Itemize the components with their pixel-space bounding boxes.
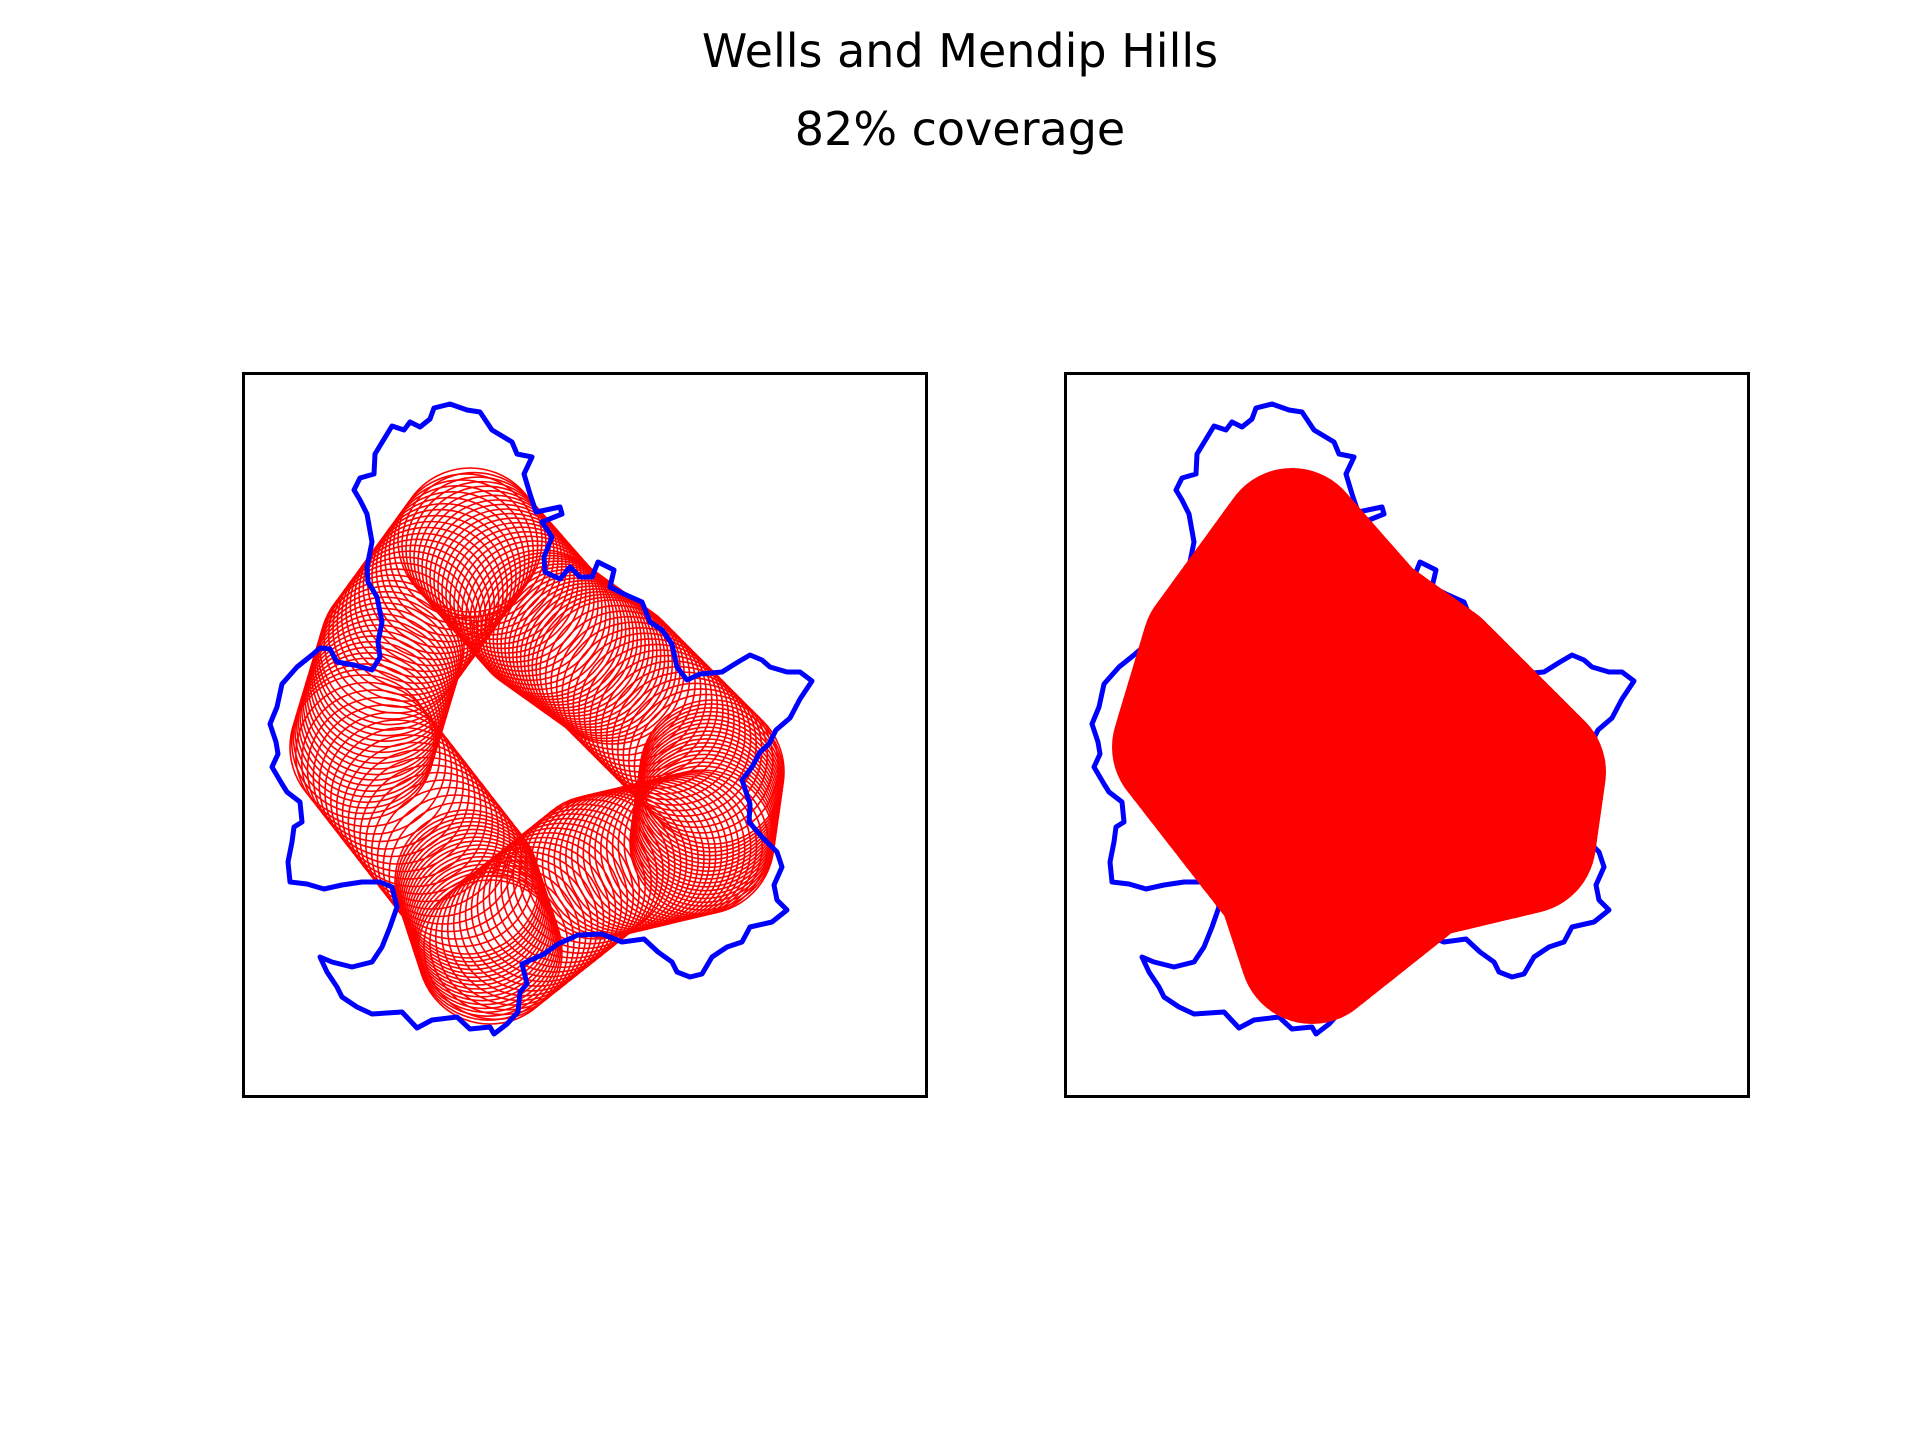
coverage-circle-outline: [622, 682, 769, 829]
coverage-circle-outline: [400, 828, 547, 975]
coverage-circle-outline: [527, 590, 674, 737]
coverage-circle-outline: [518, 798, 664, 945]
coverage-circle-outline: [399, 824, 545, 971]
coverage-circle-outline: [500, 813, 647, 959]
coverage-circle-outline: [358, 520, 504, 667]
coverage-circle-outline: [341, 741, 488, 888]
coverage-circle-outline: [388, 479, 535, 625]
coverage-circle-outline: [323, 568, 470, 714]
coverage-circle-outline: [470, 836, 617, 983]
coverage-circle-outline: [519, 585, 666, 731]
coverage-circle-outline: [547, 788, 694, 935]
coverage-circle-outline: [362, 514, 509, 661]
coverage-circle-outline: [594, 654, 741, 801]
coverage-circle-outline: [315, 585, 462, 731]
coverage-core-filled: [1334, 712, 1514, 892]
coverage-circle-outline: [628, 688, 774, 834]
coverage-circle-outline: [384, 485, 530, 631]
coverage-subtitle: 82% coverage: [794, 102, 1126, 156]
coverage-circle-outline: [476, 554, 623, 701]
coverage-circle-outline: [403, 836, 549, 983]
coverage-circle-outline: [345, 538, 491, 685]
coverage-circle-outline: [336, 550, 483, 696]
coverage-circle-filled: [1215, 473, 1360, 618]
coverage-circle-outline: [469, 549, 615, 695]
coverage-circle-outline: [572, 632, 719, 779]
coverage-circle-outline: [324, 719, 470, 865]
coverage-circle-outline: [371, 502, 517, 649]
coverage-circle-outline: [583, 643, 730, 790]
coverage-union-map: [1064, 372, 1750, 1098]
circle-outlines-map: [242, 372, 928, 1098]
coverage-circle-outline: [332, 556, 478, 703]
coverage-circle-outline: [484, 560, 631, 706]
figure-title: Wells and Mendip Hills: [701, 24, 1219, 78]
coverage-circle-outline: [306, 696, 453, 843]
coverage-circle-outline: [353, 526, 500, 673]
coverage-circle-outline: [589, 649, 735, 795]
coverage-circle-outline: [327, 562, 474, 708]
coverage-circle-outline: [349, 532, 496, 679]
coverage-circle-outline: [379, 491, 526, 637]
coverage-core-filled: [1224, 582, 1404, 762]
coverage-circle-outline: [492, 565, 639, 712]
coverage-area-filled: [1112, 468, 1606, 1024]
coverage-circle-outline: [375, 496, 522, 643]
coverage-circle-outline: [340, 544, 487, 691]
coverage-circle-outline: [395, 813, 542, 959]
coverage-circle-outline: [335, 734, 482, 880]
constituency-boundary-left: [267, 401, 815, 1037]
coverage-circle-outline: [494, 817, 641, 964]
coverage-circle-outline: [392, 473, 539, 619]
coverage-circle-outline: [401, 832, 548, 979]
coverage-circle-outline: [506, 808, 653, 955]
